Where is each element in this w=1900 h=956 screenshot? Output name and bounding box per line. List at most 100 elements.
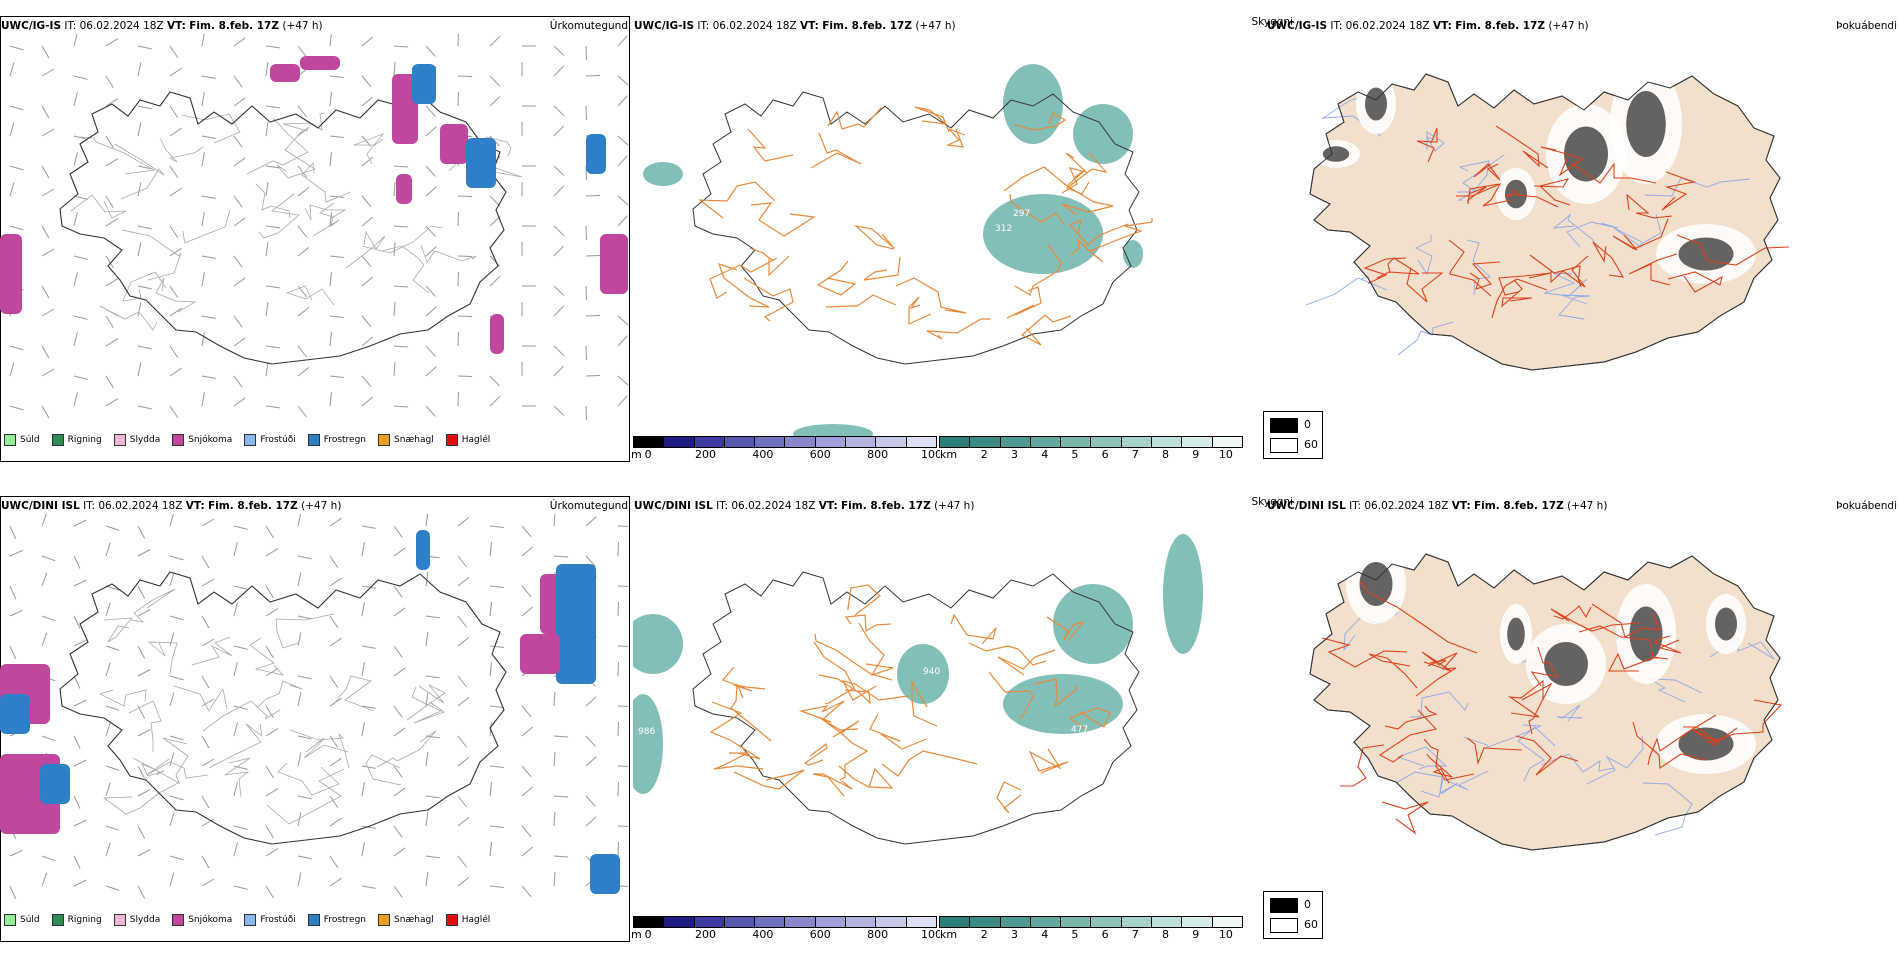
legend-swatch bbox=[51, 914, 64, 926]
wind-barb bbox=[105, 842, 111, 857]
wind-barb bbox=[489, 585, 504, 588]
wind-barb bbox=[457, 817, 470, 827]
colorbar-cell bbox=[815, 917, 847, 927]
wind-barb bbox=[329, 675, 339, 688]
low-visibility-area bbox=[633, 694, 663, 794]
wind-barb bbox=[265, 242, 269, 257]
colorbar-cell bbox=[634, 437, 665, 447]
map-visibility[interactable]: 940 986 477 bbox=[633, 514, 1261, 934]
visibility-value-label: 312 bbox=[995, 224, 1012, 234]
precip-area bbox=[412, 64, 436, 104]
wind-barb bbox=[169, 795, 184, 801]
wind-barb bbox=[361, 585, 376, 589]
precip-area bbox=[396, 174, 412, 204]
colorbar-tick-label: 3 bbox=[1011, 448, 1018, 461]
precip-area bbox=[392, 74, 418, 144]
wind-barb bbox=[585, 45, 587, 61]
wind-barb bbox=[201, 758, 215, 767]
wind-barb bbox=[105, 315, 114, 329]
wind-barb bbox=[489, 195, 501, 207]
colorbar-cell bbox=[634, 917, 665, 927]
wind-barb bbox=[137, 825, 146, 839]
wind-barb bbox=[617, 765, 628, 767]
wind-barb bbox=[169, 367, 182, 377]
wind-barb bbox=[9, 885, 17, 900]
wind-barb bbox=[489, 215, 501, 227]
wind-barb bbox=[361, 782, 365, 797]
colorbar-tick-label: 0 bbox=[644, 928, 652, 941]
visibility-value-label: 940 bbox=[923, 667, 940, 677]
iceland-coastline bbox=[692, 571, 1140, 845]
wind-barb bbox=[617, 601, 619, 617]
wind-barb bbox=[137, 182, 142, 197]
wind-barb bbox=[73, 392, 78, 407]
colorbar-cell bbox=[846, 917, 877, 927]
wind-barb bbox=[41, 615, 56, 622]
wind-barb bbox=[553, 65, 565, 77]
wind-barb bbox=[617, 375, 628, 386]
wind-barb bbox=[169, 555, 184, 561]
wind-barb bbox=[617, 135, 628, 146]
iceland-coastline bbox=[59, 571, 507, 845]
visibility-km-colorbar bbox=[939, 436, 1243, 448]
wind-barb bbox=[297, 514, 302, 527]
wind-barb bbox=[457, 255, 473, 257]
legend-item: Súld bbox=[4, 434, 40, 446]
wind-barb bbox=[489, 395, 501, 407]
wind-barb bbox=[297, 692, 302, 707]
wind-barb bbox=[233, 662, 238, 677]
map-precip-type[interactable] bbox=[0, 514, 628, 940]
wind-barb bbox=[425, 345, 436, 357]
wind-barb bbox=[585, 225, 587, 241]
wind-barb bbox=[393, 667, 406, 677]
visibility-m-ticks: 0 200 400 600 800 1000 bbox=[633, 448, 949, 462]
wind-barb bbox=[393, 45, 409, 48]
wind-barb bbox=[329, 375, 344, 378]
low-visibility-area bbox=[897, 644, 949, 704]
colorbar-cell bbox=[1212, 917, 1242, 927]
wind-barb bbox=[137, 848, 151, 857]
wind-barb bbox=[393, 165, 409, 168]
precip-area bbox=[440, 124, 468, 164]
wind-barb bbox=[265, 705, 274, 719]
panel-fog-dini: UWC/DINI ISL IT: 06.02.2024 18Z VT: Fim.… bbox=[1266, 496, 1897, 956]
map-fog-index[interactable] bbox=[1266, 514, 1894, 934]
map-precip-type[interactable] bbox=[0, 34, 628, 460]
wind-barb bbox=[553, 751, 556, 767]
wind-barb bbox=[297, 105, 307, 118]
wind-barb bbox=[553, 125, 565, 137]
wind-barb bbox=[73, 735, 81, 749]
legend-label: Snjókoma bbox=[188, 915, 233, 925]
map-fog-index[interactable] bbox=[1266, 34, 1894, 454]
wind-barb bbox=[457, 517, 470, 527]
wind-barb bbox=[9, 609, 24, 617]
wind-barb bbox=[361, 156, 374, 167]
wind-barb bbox=[457, 675, 467, 688]
wind-barb bbox=[169, 285, 179, 298]
wind-barb bbox=[41, 632, 48, 647]
wind-barb bbox=[617, 195, 628, 206]
wind-barb bbox=[329, 315, 344, 318]
fog-core bbox=[1365, 87, 1387, 121]
visibility-m-colorbar bbox=[633, 436, 937, 448]
wind-barb bbox=[329, 637, 342, 647]
wind-barb bbox=[137, 285, 152, 290]
fog-legend: 0 60 bbox=[1263, 411, 1323, 459]
wind-barb bbox=[329, 757, 342, 767]
colorbar-tick-label: 8 bbox=[1162, 928, 1169, 941]
wind-barb bbox=[329, 855, 339, 868]
legend-label: Frostúði bbox=[260, 915, 296, 925]
wind-barb bbox=[297, 187, 310, 197]
wind-barb bbox=[137, 122, 142, 137]
fog-legend: 0 60 bbox=[1263, 891, 1323, 939]
wind-barb bbox=[233, 645, 248, 650]
legend-swatch bbox=[445, 434, 458, 446]
wind-barb bbox=[425, 405, 436, 417]
colorbar-cell bbox=[970, 437, 1001, 447]
wind-barb bbox=[169, 675, 184, 681]
wind-barb bbox=[73, 375, 88, 380]
wind-barb bbox=[169, 514, 174, 527]
colorbar-cell bbox=[694, 437, 725, 447]
wind-barb bbox=[9, 62, 15, 77]
